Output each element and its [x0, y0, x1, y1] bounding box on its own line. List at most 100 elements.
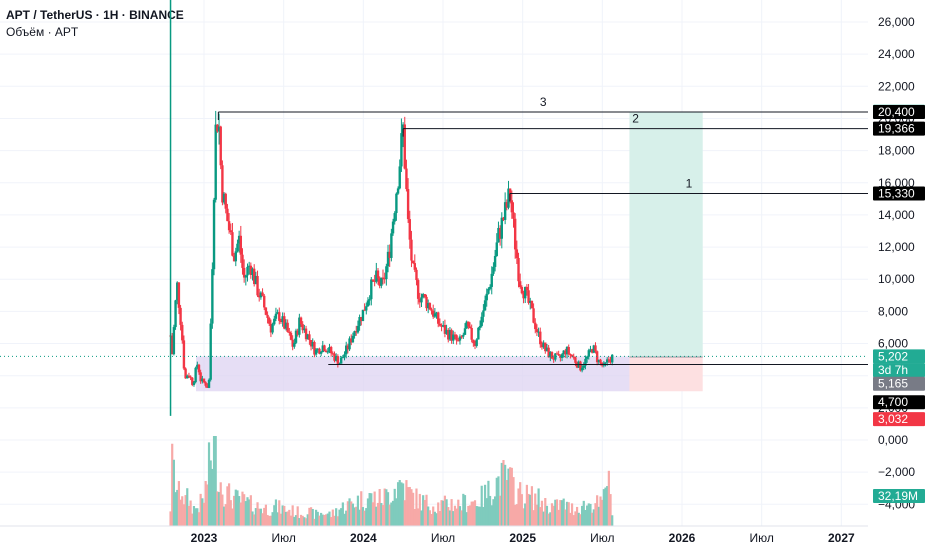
volume-bar	[495, 477, 498, 526]
volume-bar	[216, 491, 219, 526]
price-tick-label: 14,000	[878, 208, 915, 222]
volume-bar	[497, 476, 500, 526]
candle-body	[314, 349, 318, 355]
price-tick-label: 26,000	[878, 15, 915, 29]
volume-bar	[381, 505, 385, 526]
candle-body	[343, 354, 346, 358]
position-stop-zone[interactable]	[629, 356, 703, 392]
volume-bar	[286, 511, 289, 526]
volume-bar	[559, 500, 562, 526]
candle-body	[316, 348, 319, 350]
candle-body	[299, 317, 303, 325]
chart-title: APT / TetherUS · 1H · BINANCE	[6, 8, 184, 22]
volume-bar	[554, 499, 557, 526]
candle-body	[174, 300, 177, 328]
volume-bar	[380, 503, 383, 526]
volume-bar	[514, 504, 517, 526]
candle-body	[415, 269, 418, 281]
volume-bar	[318, 515, 321, 526]
candle-body	[361, 309, 365, 322]
candle-body	[565, 346, 569, 355]
candle-body	[256, 275, 259, 296]
volume-bar	[423, 499, 426, 526]
candle-body	[221, 165, 224, 203]
volume-bar	[323, 514, 326, 526]
candle-body	[172, 327, 176, 355]
volume-bar	[435, 513, 438, 526]
volume-bar	[309, 507, 313, 526]
price-axis-label: 20,400	[873, 105, 925, 120]
volume-bar	[378, 489, 381, 526]
price-axis-label: 5,202	[873, 349, 925, 364]
volume-bar	[445, 499, 448, 526]
candle-body	[483, 300, 487, 311]
svg-text:3d 7h: 3d 7h	[878, 363, 908, 377]
candle-body	[345, 345, 348, 355]
volume-bar	[480, 485, 483, 526]
candle-body	[328, 347, 331, 352]
candle-body	[254, 275, 258, 285]
volume-bar	[221, 494, 224, 526]
candle-body	[304, 328, 308, 340]
candle-body	[542, 342, 545, 348]
candle-body	[181, 324, 184, 341]
volume-bar	[577, 512, 580, 526]
volume-bar	[276, 512, 279, 526]
volume-bar	[308, 507, 311, 526]
volume-bar	[269, 515, 273, 526]
candle-body	[366, 300, 370, 307]
candle-body	[371, 279, 375, 281]
volume-bar	[452, 511, 455, 526]
candle-body	[438, 323, 442, 326]
candle-body	[403, 124, 406, 169]
range-box[interactable]	[196, 356, 651, 392]
levels[interactable]: 3 2 1	[217, 95, 868, 365]
volume-bar	[408, 486, 411, 526]
svg-text:5,165: 5,165	[878, 377, 908, 391]
price-tick-label: 0,000	[878, 433, 908, 447]
volume-bar	[283, 505, 286, 526]
volume-bar	[473, 500, 477, 526]
volume-bar	[179, 499, 182, 526]
candle-body	[442, 325, 445, 327]
volume-bar	[422, 495, 425, 526]
volume-bar	[320, 512, 323, 526]
candle-body	[393, 213, 396, 222]
candle-body	[594, 345, 597, 352]
price-axis[interactable]: 26,00024,00022,00020,00018,00016,00014,0…	[878, 15, 915, 511]
candle-body	[308, 334, 311, 341]
volume-bar	[428, 510, 431, 526]
volume-bar	[281, 505, 284, 526]
volume-bar	[365, 508, 368, 526]
volume-bar	[174, 492, 177, 526]
volume-bar	[177, 481, 181, 526]
time-axis[interactable]: 2023 Июл 2024 Июл 2025 Июл 2026 Июл 2027	[191, 531, 855, 545]
volume-bar	[393, 488, 396, 526]
volume-bar	[331, 509, 334, 526]
candle-body	[554, 353, 557, 360]
volume-bar	[505, 480, 508, 526]
svg-text:4,700: 4,700	[878, 395, 908, 409]
candle-body	[227, 221, 231, 231]
candle-body	[560, 354, 564, 358]
volume-bar	[199, 493, 202, 526]
volume-bar	[326, 513, 329, 526]
candle-body	[283, 316, 286, 329]
volume-bar	[226, 486, 229, 526]
candle-body	[184, 368, 187, 379]
candle-body	[333, 353, 336, 361]
candle-body	[212, 199, 216, 270]
volume-bar	[609, 494, 612, 526]
candle-body	[488, 286, 492, 289]
price-tick-label: −2,000	[878, 465, 915, 479]
position-target-zone[interactable]	[629, 111, 703, 357]
candle-body	[575, 362, 579, 368]
volume-bar	[171, 443, 174, 526]
volume-bar	[244, 501, 247, 526]
candle-body	[537, 331, 540, 333]
candle-body	[524, 286, 527, 299]
volume-bar	[186, 488, 189, 526]
volume-bar	[420, 510, 423, 526]
volume-bar	[355, 506, 358, 526]
